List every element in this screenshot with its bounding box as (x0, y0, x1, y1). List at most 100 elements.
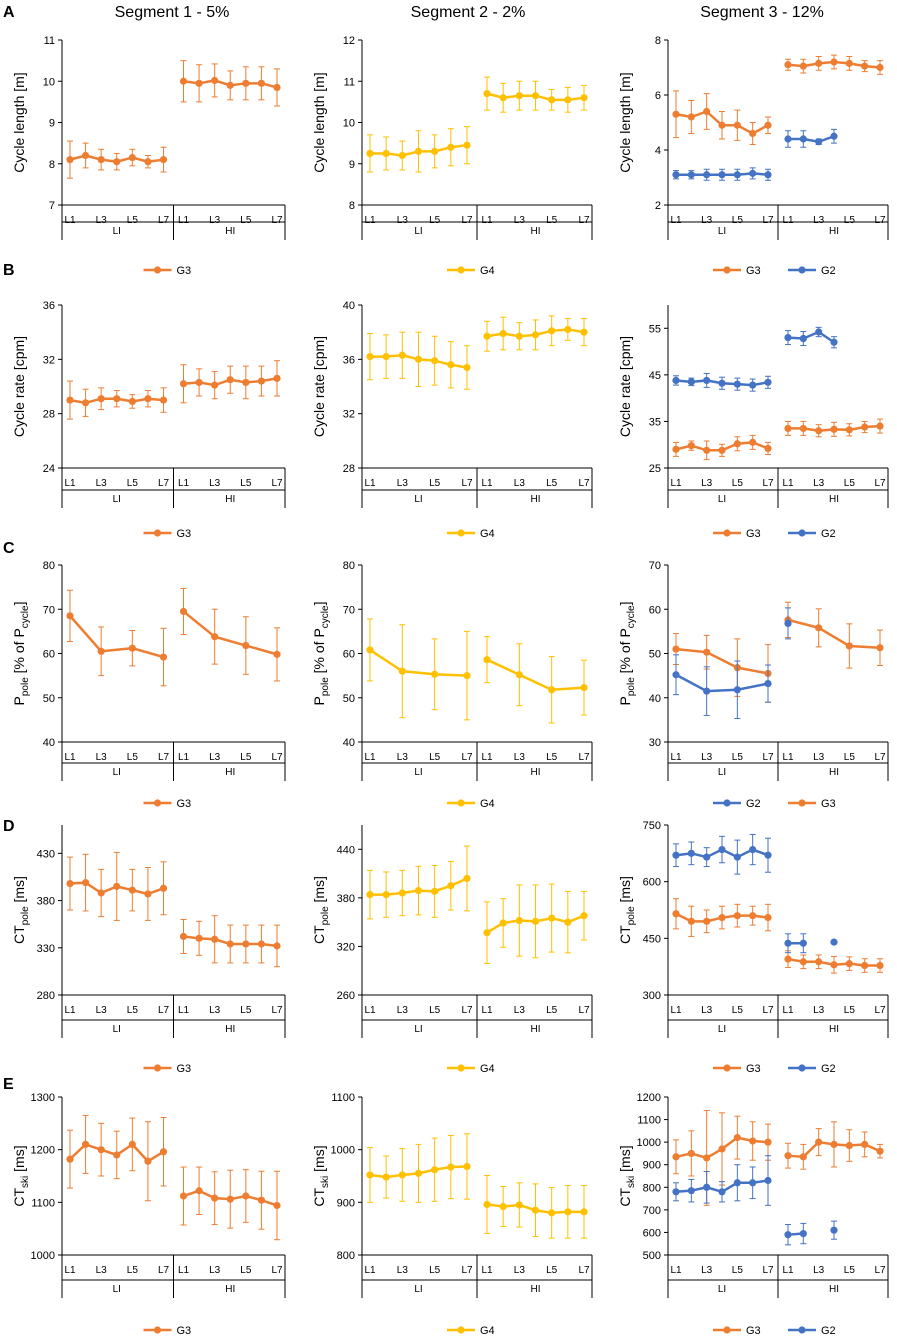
data-point-G3 (211, 76, 219, 85)
y-tick-label: 600 (643, 1227, 661, 1239)
data-point-G2-point (830, 1226, 838, 1234)
x-tick-label: L1 (364, 1005, 376, 1016)
y-tick-label: 6 (655, 90, 661, 102)
data-point-G4 (431, 1166, 439, 1174)
data-point-G2 (703, 376, 711, 385)
data-point-G4 (398, 151, 406, 160)
data-point-G2 (815, 328, 823, 336)
x-tick-label: L1 (364, 215, 376, 226)
chart-B3: 25 35 45 55 L1 L3 L5 L7 LI L1 L3 L5 L7 HI Cycle rate [… (617, 305, 889, 540)
group-label-li: LI (113, 767, 121, 778)
x-tick-label: L1 (782, 215, 794, 226)
x-tick-label: L3 (701, 752, 713, 763)
data-point-G3 (703, 1154, 711, 1162)
data-point-G3 (211, 935, 219, 943)
x-tick-label: L5 (127, 1005, 139, 1016)
legend-label-G3: G3 (177, 798, 192, 810)
y-tick-label: 450 (643, 933, 661, 945)
data-point-G2 (733, 1179, 741, 1187)
y-tick-label: 7 (49, 200, 55, 212)
y-title-end: ] (617, 602, 633, 606)
data-point-G3 (687, 113, 695, 121)
data-point-G3 (242, 79, 250, 87)
chart-D1: 280 330 380 430 L1 L3 L5 L7 LI L1 L3 L5 L7 HI CTpole [… (11, 825, 286, 1075)
y-tick-label: 36 (43, 300, 55, 312)
data-point-G3 (195, 79, 203, 87)
y-tick-label: 1000 (31, 1250, 55, 1262)
data-point-G3 (733, 440, 741, 448)
series-line-G3 (69, 615, 164, 659)
data-point-G3 (749, 912, 757, 920)
x-tick-label: L5 (429, 752, 441, 763)
data-point-G3 (718, 1145, 726, 1153)
x-tick-label: L5 (240, 1265, 252, 1276)
data-point-G4 (515, 92, 523, 100)
x-tick-label: L3 (514, 1265, 526, 1276)
y-tick-label: 1100 (31, 1197, 55, 1209)
y-tick-label: 40 (649, 693, 661, 705)
x-tick-label: L7 (271, 1005, 283, 1016)
data-point-G3 (195, 378, 203, 387)
data-point-G3 (764, 121, 772, 129)
data-point-G3 (144, 158, 152, 166)
x-tick-label: L3 (96, 215, 108, 226)
y-axis-title: CTpole [ms] (617, 876, 637, 944)
data-point-G4 (382, 149, 390, 158)
x-tick-label: L1 (178, 1005, 190, 1016)
group-label-hi: HI (829, 1024, 839, 1035)
data-point-G4 (366, 149, 374, 158)
data-point-G4 (431, 357, 439, 365)
x-tick-label: L3 (209, 478, 221, 489)
y-title-suffix: [ms] (11, 1145, 27, 1175)
group-label-hi: HI (531, 1024, 541, 1035)
legend-label-G4: G4 (480, 528, 495, 540)
group-label-li: LI (113, 1284, 121, 1295)
y-title-suffix: [% of P (617, 628, 633, 677)
data-point-G4 (499, 919, 507, 927)
data-point-G3 (226, 940, 234, 948)
column-title-segment-3: Segment 3 - 12% (700, 4, 824, 21)
data-point-G4 (548, 686, 556, 694)
x-tick-label: L3 (397, 478, 409, 489)
data-point-G3 (784, 955, 792, 963)
legend-marker-G2 (798, 1326, 806, 1334)
x-tick-label: L5 (844, 1005, 856, 1016)
y-title-sub2: cycle (626, 605, 637, 628)
data-point-G4 (398, 351, 406, 359)
data-point-G2 (830, 132, 838, 140)
data-point-G4 (398, 667, 406, 675)
x-tick-label: L3 (397, 752, 409, 763)
data-point-G2 (784, 135, 792, 143)
y-tick-label: 60 (43, 649, 55, 661)
data-point-G2 (764, 171, 772, 179)
series-line-G2 (675, 673, 769, 693)
x-tick-label: L7 (762, 1005, 774, 1016)
data-point-G2 (703, 171, 711, 179)
data-point-G4 (531, 92, 540, 100)
legend-marker-G3 (153, 799, 162, 807)
y-tick-label: 70 (343, 604, 355, 616)
data-point-G2 (703, 687, 711, 695)
data-point-G3 (242, 378, 250, 387)
y-tick-label: 600 (643, 877, 661, 889)
data-point-G3 (799, 62, 807, 70)
data-point-G2 (672, 851, 680, 859)
data-point-G3 (257, 377, 266, 385)
legend-label-G4: G4 (480, 1325, 495, 1337)
y-tick-label: 380 (37, 896, 55, 908)
data-point-G3 (273, 650, 281, 658)
group-label-li: LI (414, 1284, 422, 1295)
data-point-G4 (580, 912, 588, 920)
x-tick-label: L3 (813, 752, 825, 763)
x-tick-label: L1 (364, 752, 376, 763)
x-tick-label: L3 (813, 478, 825, 489)
data-point-G2 (799, 135, 807, 143)
y-tick-label: 80 (43, 560, 55, 572)
y-tick-label: 8 (655, 35, 661, 47)
group-label-hi: HI (829, 767, 839, 778)
x-tick-label: L3 (96, 1005, 108, 1016)
data-point-G3 (211, 1194, 219, 1202)
x-tick-label: L3 (813, 1005, 825, 1016)
legend-label-G2: G2 (821, 265, 836, 277)
